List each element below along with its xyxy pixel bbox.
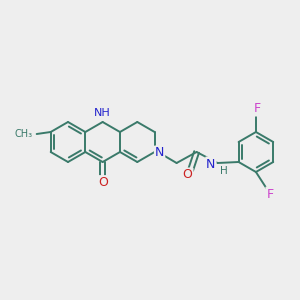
Text: O: O — [99, 176, 109, 189]
Text: CH₃: CH₃ — [15, 129, 33, 139]
Text: F: F — [254, 103, 260, 116]
Text: NH: NH — [94, 108, 111, 118]
Text: N: N — [206, 158, 216, 170]
Text: H: H — [220, 166, 227, 176]
Text: F: F — [266, 188, 274, 200]
Text: O: O — [183, 169, 193, 182]
Text: N: N — [155, 146, 164, 160]
